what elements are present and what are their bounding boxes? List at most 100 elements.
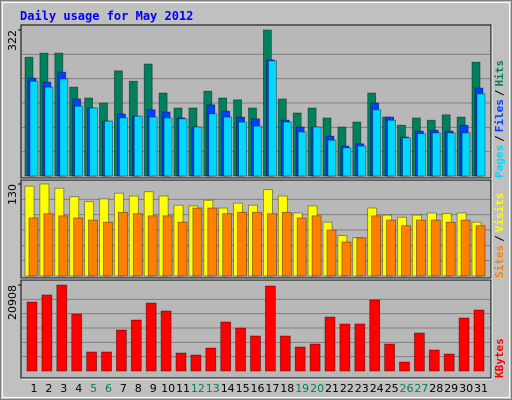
bar	[103, 221, 113, 277]
bar	[41, 294, 53, 372]
x-tick-label: 25	[385, 382, 399, 395]
bar	[341, 241, 352, 277]
legend-entry: Files	[493, 99, 506, 132]
bar	[253, 125, 262, 177]
bar	[145, 302, 157, 372]
x-tick-label: 17	[265, 382, 279, 395]
x-tick-label: 14	[221, 382, 235, 395]
bar	[190, 354, 202, 372]
x-tick-label: 22	[340, 382, 354, 395]
bar	[297, 131, 307, 177]
legend-entry: KBytes	[493, 338, 506, 378]
bar	[43, 213, 54, 277]
bar	[339, 323, 351, 372]
bar	[413, 332, 425, 372]
bar	[73, 217, 84, 277]
bar	[118, 211, 128, 277]
bar	[29, 80, 39, 177]
bar	[220, 321, 232, 372]
bar	[309, 343, 321, 372]
bar	[58, 215, 69, 277]
bar	[71, 313, 83, 372]
bar	[356, 237, 367, 277]
bar	[28, 217, 39, 277]
bar	[162, 215, 173, 277]
x-tick-label: 6	[105, 382, 112, 395]
x-tick-label: 7	[120, 382, 127, 395]
bar	[431, 132, 441, 177]
chart-title: Daily usage for May 2012	[20, 9, 193, 23]
x-tick-label: 30	[459, 382, 473, 395]
legend-entry: Pages	[493, 145, 506, 178]
bar	[415, 219, 426, 277]
x-tick-label: 27	[414, 382, 428, 395]
bar	[296, 217, 307, 277]
bar	[445, 221, 456, 277]
bar	[88, 219, 98, 277]
bar	[267, 60, 277, 177]
x-tick-label: 9	[150, 382, 157, 395]
legend-entry: Visits	[493, 193, 506, 233]
bar	[327, 139, 337, 177]
bar	[130, 319, 142, 372]
x-tick-label: 4	[75, 382, 82, 395]
bar	[311, 215, 322, 277]
legend: Pages / Files / Hits	[493, 60, 506, 178]
bar	[223, 116, 233, 177]
y-tick-label: 130	[6, 184, 19, 205]
x-tick-label: 20	[310, 382, 324, 395]
bar	[192, 207, 203, 277]
legend-separator: /	[493, 89, 506, 96]
bar	[175, 352, 187, 372]
bar	[342, 147, 352, 177]
bar	[282, 121, 292, 177]
bar	[279, 335, 291, 372]
bar	[402, 137, 411, 177]
legend-separator: /	[493, 135, 506, 142]
bar	[354, 323, 366, 372]
bar	[101, 351, 112, 372]
bar	[119, 117, 128, 177]
bar	[208, 113, 218, 177]
bar	[74, 105, 84, 177]
bar	[86, 351, 97, 372]
bar	[443, 353, 455, 372]
bar	[207, 207, 218, 277]
bar	[460, 219, 471, 277]
bar	[133, 115, 143, 177]
bar	[369, 299, 381, 372]
bar	[44, 86, 54, 177]
bar	[401, 225, 411, 277]
legend-separator: /	[493, 235, 506, 242]
bar	[252, 211, 262, 277]
bar	[177, 221, 188, 277]
bar	[476, 93, 486, 177]
bar	[163, 117, 173, 177]
legend: Sites / Visits	[493, 193, 506, 279]
bar	[281, 211, 292, 277]
x-tick-label: 5	[90, 382, 97, 395]
bar	[59, 78, 69, 177]
bar	[104, 120, 113, 177]
legend: KBytes	[493, 338, 506, 378]
x-tick-label: 24	[370, 382, 384, 395]
x-tick-label: 15	[236, 382, 250, 395]
x-tick-label: 10	[161, 382, 175, 395]
x-tick-label: 16	[251, 382, 265, 395]
bar	[148, 116, 158, 177]
bar	[446, 132, 456, 177]
x-tick-label: 21	[325, 382, 339, 395]
bar	[294, 346, 306, 372]
bar	[237, 211, 248, 277]
x-tick-label: 3	[60, 382, 67, 395]
bar	[238, 121, 248, 177]
x-tick-label: 1	[31, 382, 38, 395]
y-tick-label: 20908	[6, 285, 19, 320]
bar	[205, 347, 217, 372]
bar	[461, 132, 471, 177]
bar	[371, 215, 382, 277]
bar	[473, 309, 485, 372]
bar	[357, 145, 367, 177]
bar	[147, 215, 158, 277]
